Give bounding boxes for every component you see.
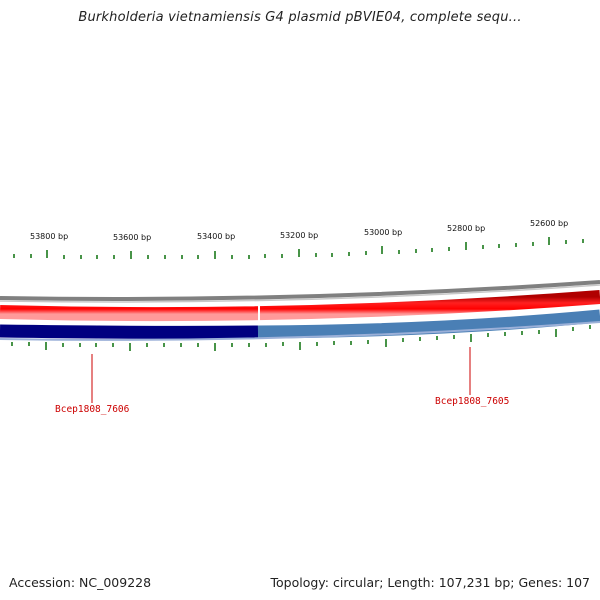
tick-label-52800: 52800 bp: [447, 224, 485, 233]
tick-label-53800: 53800 bp: [30, 232, 68, 241]
accession-text: Accession: NC_009228: [9, 575, 152, 590]
inner-ticks: [11, 325, 591, 351]
tick-label-53400: 53400 bp: [197, 232, 235, 241]
forward-gene-arc: [0, 290, 600, 322]
gene-arc-bcep1808-7606[interactable]: [0, 324, 259, 339]
tick-label-52600: 52600 bp: [530, 219, 568, 228]
tick-label-53200: 53200 bp: [280, 231, 318, 240]
tick-label-53000: 53000 bp: [364, 228, 402, 237]
reverse-track-shadow: [0, 321, 600, 341]
gene-label-bcep1808-7606[interactable]: Bcep1808_7606: [55, 404, 130, 415]
map-title: Burkholderia vietnamiensis G4 plasmid pB…: [78, 10, 522, 25]
backbone-ring: [0, 280, 600, 301]
topology-summary: Topology: circular; Length: 107,231 bp; …: [270, 575, 591, 590]
tick-label-53600: 53600 bp: [113, 233, 151, 242]
backbone-ring-highlight: [0, 284, 600, 303]
gene-arc-bcep1808-7605[interactable]: [257, 309, 600, 339]
gene-label-bcep1808-7605[interactable]: Bcep1808_7605: [435, 396, 509, 407]
outer-ticks: [13, 237, 584, 259]
